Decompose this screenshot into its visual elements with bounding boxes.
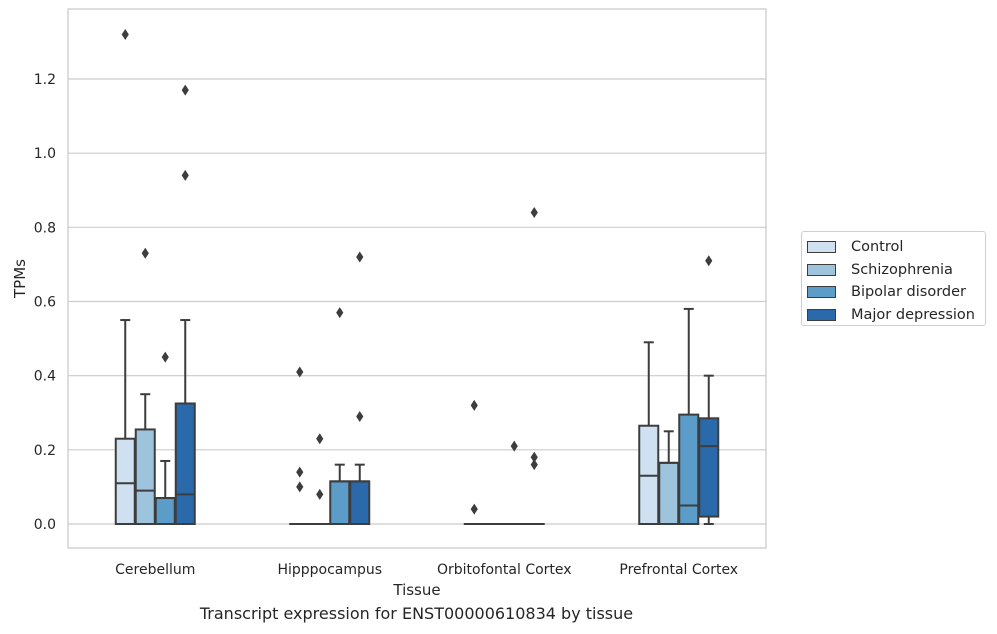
legend-swatch-bipolar-disorder: [807, 286, 836, 299]
y-axis-ticks: 0.0 0.2 0.4 0.6 0.8 1.0 1.2: [34, 72, 56, 533]
y-tick-label-0.0: 0.0: [34, 517, 56, 533]
outlier-orbitofontal-cortex-bipolar-disorder-0: [510, 440, 518, 452]
box-orbitofontal-cortex-major-depression: [523, 207, 545, 526]
chart-caption: Transcript expression for ENST0000061083…: [199, 604, 634, 623]
box-body-cerebellum-schizophrenia: [134, 428, 156, 525]
outlier-prefrontal-cortex-major-depression-0: [705, 255, 713, 267]
outlier-cerebellum-bipolar-disorder-0: [161, 351, 169, 363]
x-tick-label-orbitofontal-cortex: Orbitofontal Cortex: [437, 562, 572, 578]
box-body-cerebellum-bipolar-disorder: [154, 497, 176, 525]
legend-label-bipolar-disorder: Bipolar disorder: [851, 284, 966, 301]
legend-item-schizophrenia: Schizophrenia: [807, 259, 985, 282]
x-tick-label-prefrontal-cortex: Prefrontal Cortex: [619, 562, 738, 578]
outlier-cerebellum-major-depression-0: [181, 84, 189, 96]
box-hipppocampus-bipolar-disorder: [329, 307, 351, 525]
box-prefrontal-cortex-control: [638, 341, 660, 525]
y-axis-title: TPMs: [11, 259, 29, 299]
y-tick-label-0.2: 0.2: [34, 443, 56, 459]
legend-item-major-depression: Major depression: [807, 304, 985, 327]
outlier-hipppocampus-major-depression-1: [356, 410, 364, 422]
box-cerebellum-major-depression: [174, 84, 196, 525]
box-series: [114, 29, 720, 526]
outlier-orbitofontal-cortex-control-0: [470, 399, 478, 411]
box-orbitofontal-cortex-control: [463, 399, 485, 526]
gridlines: [68, 78, 766, 525]
outlier-hipppocampus-bipolar-disorder-0: [336, 307, 344, 319]
box-prefrontal-cortex-major-depression: [698, 255, 720, 525]
legend-swatch-major-depression: [807, 308, 836, 321]
y-tick-label-1.2: 1.2: [34, 72, 56, 88]
plot-area-frame: [67, 8, 767, 549]
box-body-cerebellum-control: [114, 437, 136, 526]
box-cerebellum-control: [114, 29, 136, 526]
y-tick-label-0.6: 0.6: [34, 295, 56, 311]
box-hipppocampus-major-depression: [349, 251, 371, 525]
box-orbitofontal-cortex-bipolar-disorder: [503, 440, 525, 526]
box-cerebellum-schizophrenia: [134, 247, 156, 525]
legend-label-schizophrenia: Schizophrenia: [851, 261, 953, 278]
outlier-orbitofontal-cortex-control-1: [470, 503, 478, 515]
box-cerebellum-bipolar-disorder: [154, 351, 176, 525]
box-prefrontal-cortex-bipolar-disorder: [678, 307, 700, 525]
legend: Control Schizophrenia Bipolar disorder M…: [801, 231, 986, 326]
outlier-orbitofontal-cortex-major-depression-0: [530, 207, 538, 218]
box-body-prefrontal-cortex-bipolar-disorder: [678, 413, 700, 525]
outlier-hipppocampus-control-0: [296, 366, 304, 378]
box-body-prefrontal-cortex-major-depression: [698, 417, 720, 518]
outlier-cerebellum-major-depression-1: [181, 169, 189, 181]
outlier-orbitofontal-cortex-major-depression-1: [530, 451, 538, 463]
x-axis-ticks: Cerebellum Hipppocampus Orbitofontal Corte…: [115, 562, 738, 578]
box-prefrontal-cortex-schizophrenia: [658, 430, 680, 525]
outlier-cerebellum-schizophrenia-0: [141, 247, 149, 259]
outlier-hipppocampus-control-1: [296, 466, 304, 478]
outlier-cerebellum-control-0: [121, 29, 129, 40]
box-hipppocampus-schizophrenia: [309, 433, 331, 526]
box-hipppocampus-control: [289, 366, 311, 526]
box-body-hipppocampus-bipolar-disorder: [329, 480, 351, 525]
y-tick-label-1.0: 1.0: [34, 146, 56, 162]
outlier-hipppocampus-schizophrenia-0: [316, 433, 324, 445]
legend-item-control: Control: [807, 236, 985, 259]
legend-swatch-schizophrenia: [807, 263, 836, 276]
legend-item-bipolar-disorder: Bipolar disorder: [807, 281, 985, 304]
box-body-cerebellum-major-depression: [174, 402, 196, 525]
x-axis-title: Tissue: [392, 581, 440, 599]
outlier-orbitofontal-cortex-major-depression-2: [530, 459, 538, 471]
outlier-hipppocampus-control-2: [296, 481, 304, 493]
x-tick-label-cerebellum: Cerebellum: [115, 562, 195, 578]
y-tick-label-0.8: 0.8: [34, 220, 56, 236]
y-tick-label-0.4: 0.4: [34, 369, 56, 385]
legend-label-major-depression: Major depression: [851, 306, 975, 323]
box-body-prefrontal-cortex-schizophrenia: [658, 461, 680, 525]
x-tick-label-hipppocampus: Hipppocampus: [277, 562, 382, 578]
legend-swatch-control: [807, 241, 836, 254]
outlier-hipppocampus-major-depression-0: [356, 251, 364, 263]
outlier-hipppocampus-schizophrenia-1: [316, 488, 324, 500]
box-body-hipppocampus-major-depression: [349, 480, 371, 525]
legend-label-control: Control: [851, 239, 904, 256]
